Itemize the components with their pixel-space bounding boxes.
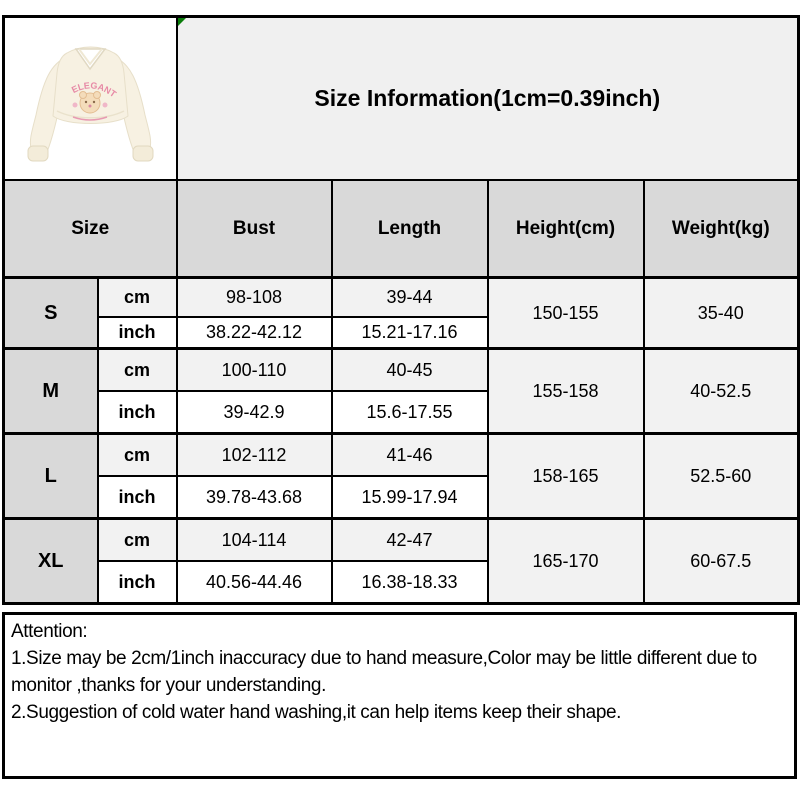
height-value: 158-165 <box>486 432 645 520</box>
length-inch-value: 15.6-17.55 <box>330 390 489 435</box>
weight-value: 40-52.5 <box>642 347 800 435</box>
product-photo-cell: ELEGANT <box>2 15 178 181</box>
size-table: ELEGANT Size Information(1cm=0.39inch) <box>2 15 800 605</box>
page-title: Size Information(1cm=0.39inch) <box>314 85 661 111</box>
length-cm-value: 39-44 <box>330 276 489 318</box>
attention-heading: Attention: <box>11 621 88 642</box>
unit-label-inch: inch <box>96 475 178 520</box>
bust-inch-value: 38.22-42.12 <box>175 316 333 350</box>
column-header-weight: Weight(kg) <box>642 179 800 279</box>
length-cm-value: 40-45 <box>330 347 489 392</box>
weight-value: 35-40 <box>642 276 800 350</box>
length-cm-value: 42-47 <box>330 517 489 562</box>
product-photo: ELEGANT <box>27 46 154 162</box>
size-label-m: M <box>2 347 99 435</box>
bust-cm-value: 102-112 <box>175 432 333 477</box>
bust-cm-value: 104-114 <box>175 517 333 562</box>
unit-label-inch: inch <box>96 390 178 435</box>
attention-note-2: 2.Suggestion of cold water hand washing,… <box>11 702 622 723</box>
table-row-m-inch: inch 39-42.9 15.6-17.55 <box>4 390 799 435</box>
column-header-height: Height(cm) <box>486 179 645 279</box>
unit-label-cm: cm <box>96 276 178 318</box>
unit-label-cm: cm <box>96 432 178 477</box>
height-value: 155-158 <box>486 347 645 435</box>
cell-corner-marker-icon <box>178 18 186 26</box>
length-cm-value: 41-46 <box>330 432 489 477</box>
weight-value: 52.5-60 <box>642 432 800 520</box>
bust-inch-value: 39.78-43.68 <box>175 475 333 520</box>
attention-box: Attention: 1.Size may be 2cm/1inch inacc… <box>2 612 797 779</box>
title-row: ELEGANT Size Information(1cm=0.39inch) <box>2 15 800 181</box>
size-label-s: S <box>2 276 99 350</box>
table-row-l-cm: L cm 102-112 41-46 158-165 52.5-60 <box>2 432 800 520</box>
table-row-xl-cm: XL cm 104-114 42-47 165-170 60-67.5 <box>2 517 800 605</box>
length-inch-value: 16.38-18.33 <box>330 560 489 605</box>
table-header-row: Size Bust Length Height(cm) Weight(kg) <box>2 179 800 279</box>
column-header-size: Size <box>2 179 178 279</box>
unit-label-cm: cm <box>96 517 178 562</box>
title-cell: Size Information(1cm=0.39inch) <box>175 15 800 181</box>
bust-inch-value: 39-42.9 <box>175 390 333 435</box>
bust-inch-value: 40.56-44.46 <box>175 560 333 605</box>
bust-cm-value: 100-110 <box>175 347 333 392</box>
unit-label-inch: inch <box>96 316 178 350</box>
table-row-xl-inch: inch 40.56-44.46 16.38-18.33 <box>4 560 799 605</box>
unit-label-inch: inch <box>96 560 178 605</box>
length-inch-value: 15.21-17.16 <box>330 316 489 350</box>
size-label-l: L <box>2 432 99 520</box>
length-inch-value: 15.99-17.94 <box>330 475 489 520</box>
attention-note-1: 1.Size may be 2cm/1inch inaccuracy due t… <box>11 648 757 696</box>
unit-label-cm: cm <box>96 347 178 392</box>
table-row-m-cm: M cm 100-110 40-45 155-158 40-52.5 <box>2 347 800 435</box>
weight-value: 60-67.5 <box>642 517 800 605</box>
bust-cm-value: 98-108 <box>175 276 333 318</box>
column-header-length: Length <box>330 179 489 279</box>
height-value: 165-170 <box>486 517 645 605</box>
column-header-bust: Bust <box>175 179 333 279</box>
table-row-s-cm: S cm 98-108 39-44 150-155 35-40 <box>2 276 800 350</box>
size-label-xl: XL <box>2 517 99 605</box>
height-value: 150-155 <box>486 276 645 350</box>
table-row-l-inch: inch 39.78-43.68 15.99-17.94 <box>4 475 799 520</box>
